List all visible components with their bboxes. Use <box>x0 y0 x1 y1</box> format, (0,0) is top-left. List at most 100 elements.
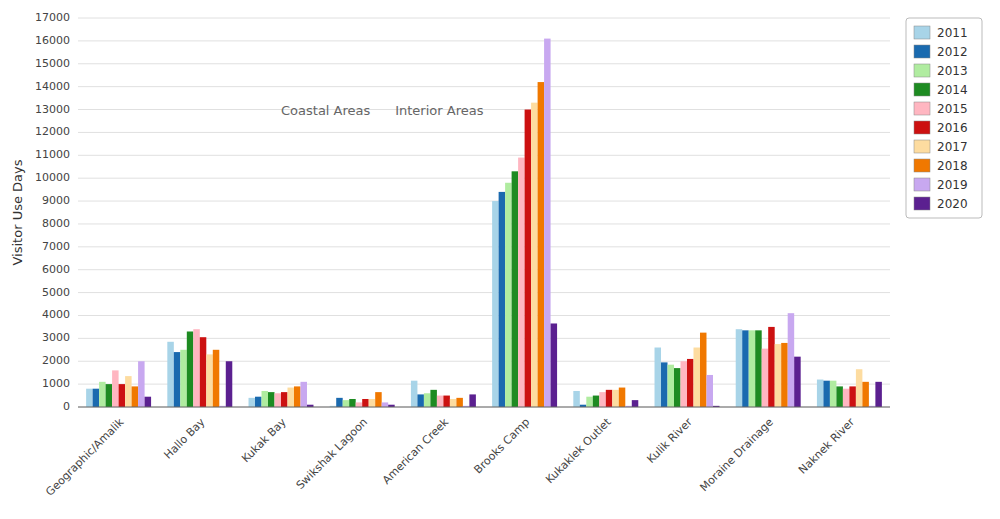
bar <box>843 389 849 407</box>
bar <box>294 386 300 407</box>
grid-line <box>78 18 890 19</box>
bar <box>593 396 599 407</box>
bar <box>287 388 293 407</box>
legend-swatch <box>914 178 930 191</box>
bar <box>655 348 661 407</box>
bar <box>755 330 761 407</box>
y-tick-label: 8000 <box>42 217 70 230</box>
bar <box>132 386 138 407</box>
y-axis-label: Visitor Use Days <box>10 159 25 265</box>
annotation: Interior Areas <box>395 103 483 118</box>
bar <box>781 343 787 407</box>
y-tick-label: 9000 <box>42 194 70 207</box>
series <box>99 183 836 407</box>
x-tick-label: Kulik River <box>644 415 695 466</box>
x-tick-labels: Geographic/AmalikHallo BayKukak BaySwiks… <box>43 415 857 499</box>
y-tick-label: 7000 <box>42 240 70 253</box>
bar <box>106 384 112 407</box>
bar <box>167 342 173 407</box>
legend-swatch <box>914 159 930 172</box>
bar <box>249 398 255 407</box>
bar <box>606 390 612 407</box>
grid-line <box>78 178 890 179</box>
x-tick-label: Geographic/Amalik <box>43 415 127 499</box>
legend-swatch <box>914 197 930 210</box>
bar <box>424 393 430 407</box>
legend-swatch <box>914 102 930 115</box>
bar <box>226 361 232 407</box>
bar <box>411 381 417 407</box>
legend-frame <box>906 18 982 218</box>
y-tick-label: 16000 <box>35 34 70 47</box>
bar <box>836 386 842 407</box>
legend-label: 2013 <box>937 64 968 78</box>
bar <box>281 392 287 407</box>
bar <box>544 39 550 407</box>
y-tick-label: 6000 <box>42 263 70 276</box>
x-tick-label: American Creek <box>380 415 452 487</box>
bar <box>687 359 693 407</box>
bar <box>200 337 206 407</box>
bar <box>512 171 518 407</box>
x-tick-label: Naknek River <box>796 415 857 476</box>
bar <box>336 398 342 407</box>
x-tick-label: Kukak Bay <box>239 415 289 465</box>
bar <box>856 369 862 407</box>
series <box>125 103 862 407</box>
y-tick-label: 11000 <box>35 148 70 161</box>
bar <box>112 370 118 407</box>
bar <box>262 391 268 407</box>
bar <box>674 368 680 407</box>
x-tick-label: Swikshak Lagoon <box>294 416 370 492</box>
bar <box>437 396 443 407</box>
grid-line <box>78 63 890 64</box>
bar <box>693 348 699 407</box>
y-tick-label: 0 <box>63 400 70 413</box>
bar <box>823 381 829 407</box>
grid-line <box>78 223 890 224</box>
bar <box>119 384 125 407</box>
bar <box>99 382 105 407</box>
bar <box>849 386 855 407</box>
x-tick-label: Kukaklek Outlet <box>543 415 614 486</box>
bar <box>505 183 511 407</box>
bar <box>369 399 375 407</box>
bar <box>300 382 306 407</box>
grid-line <box>78 86 890 87</box>
y-tick-label: 14000 <box>35 80 70 93</box>
y-tick-labels: 0100020003000400050006000700080009000100… <box>35 11 70 413</box>
bar <box>525 110 531 407</box>
legend-label: 2014 <box>937 83 968 97</box>
x-tick-label: Moraine Drainage <box>697 415 776 494</box>
legend-label: 2012 <box>937 45 968 59</box>
series <box>93 192 830 407</box>
bar <box>343 400 349 407</box>
bar <box>255 397 261 407</box>
legend-label: 2016 <box>937 121 968 135</box>
bar <box>794 357 800 407</box>
bar <box>206 354 212 407</box>
x-axis-line <box>78 407 890 408</box>
grid-line <box>78 407 890 408</box>
bar <box>492 201 498 407</box>
bar <box>499 192 505 407</box>
series <box>86 201 823 407</box>
bar <box>706 375 712 407</box>
bar <box>875 382 881 407</box>
legend: 2011201220132014201520162017201820192020 <box>906 18 982 218</box>
bar <box>573 391 579 407</box>
bar <box>531 103 537 407</box>
bar <box>775 344 781 407</box>
bar <box>430 390 436 407</box>
y-tick-label: 4000 <box>42 308 70 321</box>
bar <box>93 389 99 407</box>
y-tick-label: 10000 <box>35 171 70 184</box>
bar <box>518 158 524 407</box>
y-tick-label: 15000 <box>35 57 70 70</box>
bar <box>86 389 92 407</box>
bar <box>788 313 794 407</box>
bar <box>145 397 151 407</box>
y-tick-label: 13000 <box>35 103 70 116</box>
legend-label: 2011 <box>937 26 968 40</box>
bar <box>382 402 388 407</box>
